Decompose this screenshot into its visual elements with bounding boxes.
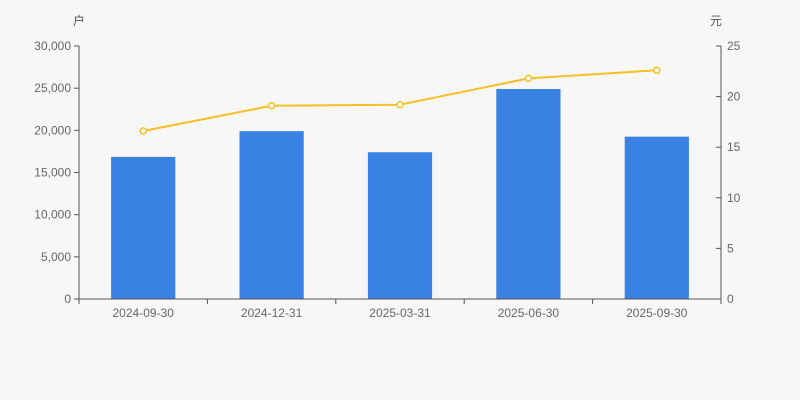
right-axis-tick-label: 15 — [727, 140, 741, 154]
bar-2025-06-30[interactable] — [496, 89, 561, 299]
right-axis-title: 元 — [710, 14, 723, 28]
left-axis-title: 户 — [73, 14, 86, 28]
left-axis-tick-label: 25,000 — [34, 81, 71, 95]
line-point-2025-09-30[interactable] — [653, 66, 661, 75]
bar-2024-12-31[interactable] — [239, 131, 304, 299]
left-axis-tick-label: 15,000 — [34, 166, 71, 180]
bar-2025-03-31[interactable] — [367, 152, 433, 299]
x-axis-label: 2025-06-30 — [498, 306, 560, 320]
line-point-2025-06-30[interactable] — [524, 74, 533, 83]
x-axis-label: 2025-03-31 — [369, 306, 431, 320]
line-point-2025-03-31[interactable] — [396, 100, 404, 109]
left-axis-tick-label: 30,000 — [34, 39, 71, 53]
line-point-2024-09-30[interactable] — [139, 127, 147, 135]
right-axis-tick-label: 25 — [727, 39, 741, 53]
x-axis-label: 2024-12-31 — [241, 306, 303, 320]
right-axis-tick-label: 5 — [727, 241, 734, 255]
line-series-path — [142, 69, 658, 133]
left-axis-tick-label: 0 — [64, 292, 71, 306]
line-point-2024-12-31[interactable] — [267, 101, 276, 110]
left-axis-tick-label: 5,000 — [41, 250, 71, 264]
right-axis-tick-label: 0 — [727, 292, 734, 306]
left-axis-tick-label: 10,000 — [34, 208, 71, 222]
left-axis-tick-label: 20,000 — [34, 123, 71, 137]
bar-2025-09-30[interactable] — [624, 136, 689, 299]
right-axis-tick-label: 20 — [727, 90, 741, 104]
bar-2024-09-30[interactable] — [111, 156, 176, 299]
x-axis-label: 2025-09-30 — [626, 306, 688, 320]
x-axis-label: 2024-09-30 — [113, 306, 175, 320]
right-axis-tick-label: 10 — [727, 191, 741, 205]
